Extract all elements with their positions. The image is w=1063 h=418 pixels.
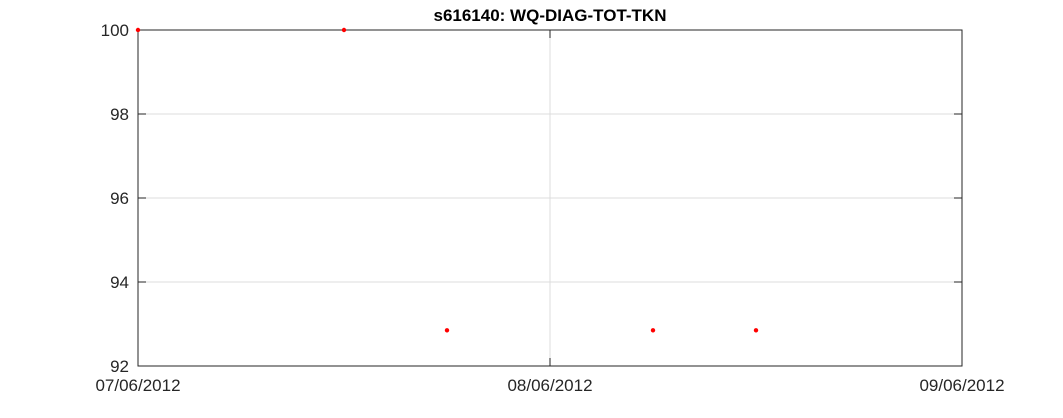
x-tick-label: 07/06/2012 bbox=[95, 376, 180, 395]
y-tick-label: 94 bbox=[110, 273, 129, 292]
chart-title: s616140: WQ-DIAG-TOT-TKN bbox=[433, 6, 666, 25]
data-point bbox=[753, 328, 759, 333]
axis-tick-labels: 07/06/2012 08/06/2012 09/06/2012 92 94 96 98 10… bbox=[95, 21, 1004, 395]
data-points bbox=[135, 27, 759, 333]
data-point bbox=[444, 328, 450, 333]
x-tick-label: 08/06/2012 bbox=[507, 376, 592, 395]
x-tick-label: 09/06/2012 bbox=[919, 376, 1004, 395]
y-tick-label: 98 bbox=[110, 105, 129, 124]
grid-lines bbox=[138, 30, 962, 366]
data-point bbox=[341, 27, 347, 33]
data-point bbox=[135, 27, 141, 33]
y-tick-label: 92 bbox=[110, 357, 129, 376]
y-tick-label: 100 bbox=[101, 21, 129, 40]
axis-ticks bbox=[137, 29, 963, 367]
data-point bbox=[650, 328, 656, 333]
y-tick-label: 96 bbox=[110, 189, 129, 208]
